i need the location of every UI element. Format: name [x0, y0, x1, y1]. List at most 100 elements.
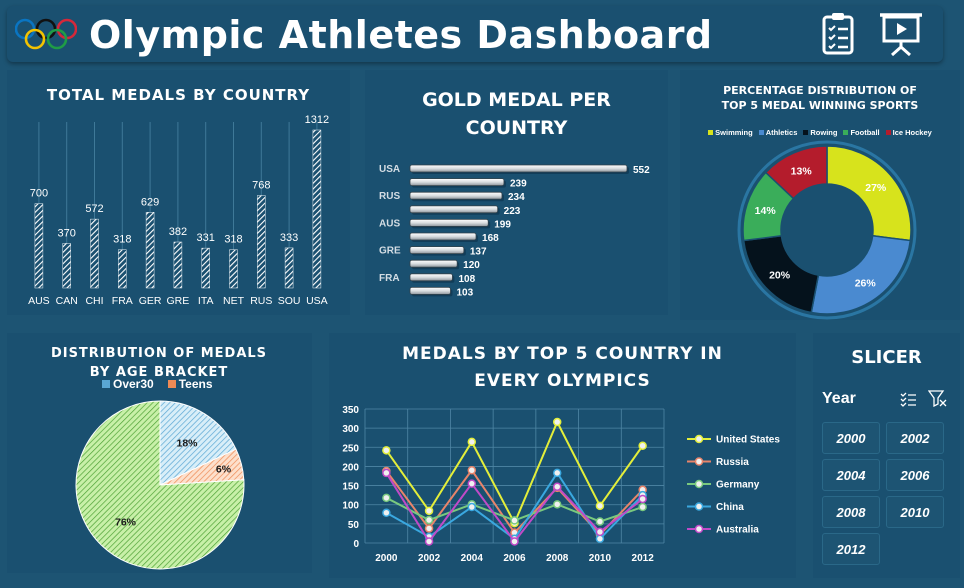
- gold-bar: [409, 273, 453, 282]
- donut-value-label: 26%: [855, 278, 877, 290]
- y-tick-label: 300: [342, 424, 359, 435]
- gold-value-label: 108: [458, 274, 475, 285]
- gold-bar: [409, 178, 505, 186]
- bar-value-label: 318: [113, 234, 131, 246]
- donut-value-label: 14%: [755, 205, 777, 217]
- series-point: [382, 468, 391, 478]
- gold-bar: [409, 218, 489, 227]
- series-point: [552, 482, 562, 491]
- series-point: [382, 508, 391, 518]
- legend-label: Athletics: [765, 128, 798, 137]
- slicer-year-2002[interactable]: 2002: [886, 422, 944, 454]
- bar-sou: [284, 247, 294, 289]
- presentation-board-icon[interactable]: [877, 10, 925, 56]
- sports-legend: Swimming Athletics Rowing Football Ice Hocke…: [684, 128, 956, 137]
- gold-value-label: 239: [510, 179, 527, 190]
- series-point: [467, 437, 477, 447]
- gold-bar: [409, 164, 628, 173]
- bar-value-label: 370: [58, 227, 76, 239]
- series-point: [510, 516, 519, 525]
- legend-marker: [694, 457, 704, 466]
- bar-fra: [118, 249, 127, 289]
- age-slice-over30: [159, 400, 237, 486]
- gold-bar: [409, 259, 458, 268]
- legend-marker: [694, 502, 704, 511]
- age-value-label: 76%: [115, 517, 137, 529]
- x-tick-label: 2008: [546, 553, 569, 564]
- bar-usa: [312, 129, 322, 289]
- clear-filter-icon[interactable]: [928, 389, 948, 407]
- x-tick-label: 2000: [375, 553, 398, 564]
- bar-category-label: FRA: [112, 295, 133, 307]
- slicer-year-2006[interactable]: 2006: [886, 459, 944, 491]
- legend-label: Germany: [716, 480, 760, 491]
- donut-slice-ice-hockey: [764, 145, 828, 200]
- dashboard-title: Olympic Athletes Dashboard: [89, 13, 713, 57]
- slicer-title: SLICER: [851, 347, 922, 368]
- bar-category-label: CHI: [85, 295, 103, 307]
- bar-can: [62, 243, 71, 289]
- top5-line-chart: 0 50 100 150 200 250 300 350 2000 2002 2004 2006 200…: [342, 405, 780, 564]
- bar-category-label: NET: [223, 295, 245, 307]
- gold-bar: [409, 286, 451, 295]
- series-point: [638, 502, 647, 512]
- series-point: [467, 502, 477, 512]
- gold-category-label: FRA: [379, 273, 400, 284]
- top5-olympics-panel: MEDALS BY TOP 5 COUNTRY IN EVERY OLYMPIC…: [329, 333, 796, 578]
- gold-value-label: 120: [463, 260, 480, 271]
- bar-category-label: CAN: [56, 295, 78, 307]
- bar-net: [229, 249, 238, 289]
- slicer-year-2012[interactable]: 2012: [822, 533, 880, 565]
- bar-ger: [145, 212, 155, 289]
- series-point: [424, 515, 434, 525]
- bar-category-label: ITA: [198, 295, 214, 307]
- total-medals-chart: 700 AUS 370 CAN 572 CHI 318 FRA 629 GER 382 GRE 331 I…: [28, 114, 329, 307]
- age-legend-swatch: [167, 380, 176, 388]
- bar-rus: [257, 195, 266, 289]
- series-point: [467, 466, 477, 475]
- gold-value-label: 168: [482, 233, 499, 244]
- slicer-year-2008[interactable]: 2008: [822, 496, 880, 528]
- slicer-year-2004[interactable]: 2004: [822, 459, 880, 491]
- bar-value-label: 768: [252, 180, 270, 192]
- top5-olympics-title: MEDALS BY TOP 5 COUNTRY IN EVERY OLYMPIC…: [402, 344, 723, 391]
- clipboard-checklist-icon[interactable]: [821, 11, 855, 55]
- series-point: [638, 494, 647, 504]
- series-point: [424, 537, 434, 546]
- gold-value-label: 552: [633, 165, 650, 176]
- series-point: [467, 479, 477, 488]
- multi-select-icon[interactable]: [899, 390, 917, 408]
- gold-category-label: GRE: [379, 246, 401, 257]
- age-bracket-panel: DISTRIBUTION OF MEDALS BY AGE BRACKET Ov…: [7, 333, 312, 573]
- legend-swatch: [885, 130, 891, 135]
- slicer-field-label: Year: [822, 390, 856, 407]
- bar-category-label: GRE: [167, 295, 190, 307]
- slicer-year-2010[interactable]: 2010: [886, 496, 944, 528]
- legend-label: Russia: [716, 457, 749, 468]
- series-point: [595, 501, 605, 511]
- slicer-year-2000[interactable]: 2000: [822, 422, 880, 454]
- x-tick-label: 2002: [418, 553, 441, 564]
- legend-label: China: [716, 502, 744, 513]
- legend-label: Ice Hockey: [892, 128, 932, 137]
- legend-label: Swimming: [715, 128, 753, 137]
- bar-value-label: 629: [141, 196, 159, 208]
- legend-marker: [694, 434, 704, 444]
- gold-value-label: 103: [456, 287, 473, 298]
- y-tick-label: 200: [342, 462, 359, 473]
- donut-slice-athletics: [810, 234, 912, 315]
- legend-marker: [694, 524, 704, 534]
- y-tick-label: 250: [342, 443, 359, 454]
- series-point: [382, 493, 391, 503]
- age-legend-label: Over30: [113, 377, 154, 391]
- series-point: [595, 534, 605, 544]
- series-point: [552, 417, 562, 427]
- bar-category-label: AUS: [28, 295, 50, 307]
- series-point: [510, 537, 519, 546]
- series-point: [552, 500, 562, 509]
- x-tick-label: 2012: [632, 553, 655, 564]
- header-banner: Olympic Athletes Dashboard: [7, 6, 943, 62]
- legend-swatch: [708, 130, 714, 135]
- bar-value-label: 318: [224, 234, 242, 246]
- donut-glow: [737, 140, 917, 320]
